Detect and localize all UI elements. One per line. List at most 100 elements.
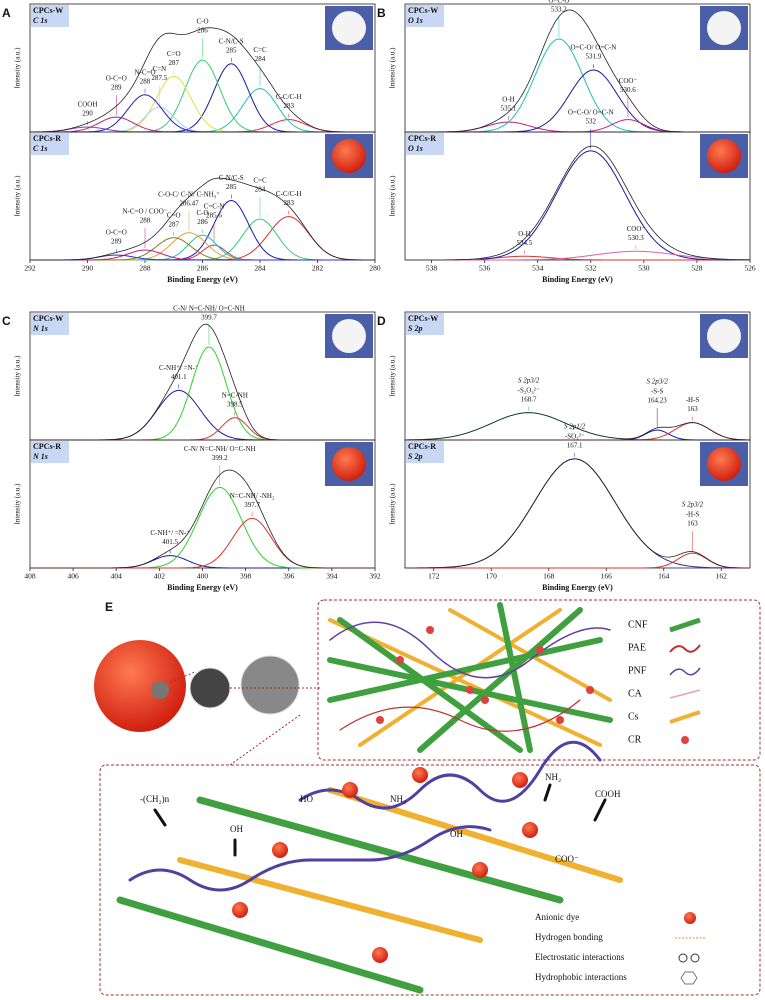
y-axis-label: Intensity (a.u.): [389, 175, 397, 217]
aerogel-sphere: [94, 640, 186, 732]
inset-sample: [332, 447, 366, 481]
envelope: [405, 145, 751, 261]
x-axis-label: Binding Energy (eV): [542, 583, 613, 592]
x-axis-label: Binding Energy (eV): [167, 275, 238, 284]
peak-position: 163: [687, 520, 698, 528]
peak-name: N=C-NH: [222, 391, 248, 399]
panel-letter: D: [377, 314, 386, 328]
peak-component: [30, 63, 375, 133]
peak-name: O=C-O: [548, 0, 569, 5]
zoom-line: [169, 671, 196, 683]
peak-component: [30, 417, 375, 441]
peak-name: C-N/C-S: [219, 37, 244, 45]
x-tick-label: 398: [240, 572, 252, 581]
envelope: [30, 27, 375, 133]
orbital-label: S 2p3/2: [682, 501, 704, 509]
interaction-legend: Anionic dye Hydrogen bonding Electrostat…: [535, 912, 705, 985]
peak-position: 398.5: [227, 400, 243, 408]
legend-icon: [684, 912, 696, 924]
x-tick-label: 170: [486, 572, 498, 581]
peak-position: 399.2: [212, 454, 228, 462]
peak-name: C-N/ N=C-NH/ O=C-NH: [173, 305, 245, 313]
peak-component: [405, 69, 750, 133]
group-label: COO⁻: [555, 854, 579, 864]
xps-chart: CPCs-RN 1s Intensity (a.u.) 408 406 404 402 40…: [14, 439, 381, 592]
core-level: N 1s: [32, 324, 48, 333]
interaction-box: [99, 764, 761, 996]
peak-position: 287: [169, 59, 180, 67]
peak-position: 399.7: [201, 314, 217, 322]
envelope: [30, 323, 375, 441]
peak-name: O-H: [502, 96, 514, 104]
plot-frame: [29, 311, 376, 441]
peak-name: C=C: [253, 46, 267, 54]
zoom-line: [229, 714, 301, 766]
x-tick-label: 288: [139, 264, 151, 273]
inset-sample: [707, 447, 741, 481]
peak-name: COO⁻: [627, 225, 646, 233]
peak-component: [30, 59, 375, 133]
peak-position: 163: [687, 405, 698, 413]
peak-name: O=C-O/ O=C-N: [568, 108, 614, 116]
peak-name: C=C: [253, 177, 267, 185]
orbital-label: S 2p3/2: [647, 378, 669, 386]
sem-low: [189, 667, 231, 709]
core-level: O 1s: [408, 144, 423, 153]
peak-name: COOH: [78, 101, 98, 109]
sample-box: [31, 313, 69, 335]
envelope: [405, 412, 750, 441]
legend-icon: [669, 617, 701, 633]
y-axis-label: Intensity (a.u.): [14, 175, 22, 217]
peak-name: C-C/C-H: [276, 93, 302, 101]
x-tick-label: 280: [369, 264, 381, 273]
peak-position: 287.5: [152, 74, 168, 82]
peak-position: 530.3: [628, 234, 644, 242]
peak-position: 283: [284, 199, 295, 207]
inset-sample: [332, 11, 366, 45]
legend-text: Electrostatic interactions: [535, 952, 625, 962]
peak-name: C-O-C/ C-N/ C-NH₃⁺: [158, 190, 220, 198]
peak-position: 289: [111, 84, 122, 92]
plot-frame: [29, 439, 376, 569]
peak-name: C-NH⁺/ =N-⁺: [159, 364, 199, 372]
peak-component: [405, 38, 750, 133]
x-tick-label: 286: [197, 264, 209, 273]
peak-position: 284: [255, 186, 266, 194]
legend-icon: [669, 667, 701, 676]
x-tick-label: 394: [326, 572, 338, 581]
molecules: [116, 740, 623, 994]
x-tick-label: 538: [426, 264, 438, 273]
peak-name: COO⁻: [619, 77, 638, 85]
envelope: [30, 469, 375, 569]
peak-name: C=N: [153, 65, 167, 73]
x-tick-label: 408: [24, 572, 36, 581]
legend-icon: [681, 736, 689, 744]
peak-component: [30, 389, 375, 441]
x-tick-label: 530: [638, 264, 650, 273]
y-axis-label: Intensity (a.u.): [14, 355, 22, 397]
sample-label: CPCs-W: [33, 6, 63, 15]
peak-position: 287: [169, 220, 180, 228]
core-level: N 1s: [32, 452, 48, 461]
sample-box: [406, 313, 444, 335]
sample-box: [31, 133, 69, 155]
x-tick-label: 162: [716, 572, 728, 581]
peak-component: [405, 552, 750, 569]
x-tick-label: 404: [111, 572, 123, 581]
panel-letter: C: [2, 314, 11, 328]
plot-frame: [404, 311, 751, 441]
x-tick-label: 172: [428, 572, 440, 581]
peak-name: C-N/ N=C-NH/ O=C-NH: [184, 445, 256, 453]
xps-chart: CPCs-RS 2p Intensity (a.u.) 172 170 168 166 16…: [389, 422, 751, 592]
peak-component: [30, 232, 375, 261]
peak-component: [30, 234, 375, 261]
x-tick-label: 292: [24, 264, 36, 273]
peak-name: C=O: [167, 50, 181, 58]
network: [327, 602, 613, 753]
peak-name: C-O: [196, 209, 208, 217]
envelope: [405, 458, 750, 569]
peak-component: [405, 121, 750, 133]
x-tick-label: 282: [312, 264, 324, 273]
peak-name: C=C-N: [204, 203, 225, 211]
